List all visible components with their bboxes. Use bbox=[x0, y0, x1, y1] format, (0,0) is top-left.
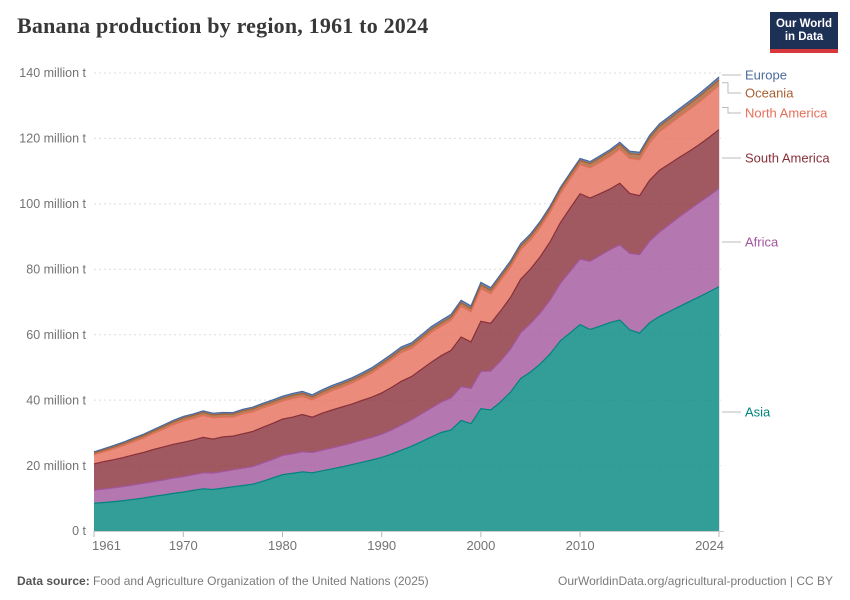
series-line-europe bbox=[93, 76, 720, 453]
footer-link[interactable]: OurWorldinData.org/agricultural-producti… bbox=[557, 574, 833, 588]
x-tick-label: 1980 bbox=[268, 538, 297, 553]
owid-logo[interactable]: Our World in Data bbox=[770, 12, 838, 53]
legend-label-europe[interactable]: Europe bbox=[745, 68, 787, 83]
x-tick-label: 2000 bbox=[466, 538, 495, 553]
logo-line-2: in Data bbox=[784, 30, 824, 43]
data-source: Data source: Food and Agriculture Organi… bbox=[17, 574, 429, 588]
legend-label-oceania[interactable]: Oceania bbox=[745, 86, 794, 101]
area-asia[interactable] bbox=[94, 286, 719, 531]
series-line-africa bbox=[93, 188, 720, 491]
x-tick-label: 2010 bbox=[566, 538, 595, 553]
legend-label-africa[interactable]: Africa bbox=[745, 235, 779, 250]
y-tick-label: 140 million t bbox=[19, 66, 86, 80]
x-tick-label: 1990 bbox=[367, 538, 396, 553]
y-tick-label: 40 million t bbox=[26, 393, 86, 407]
page-title: Banana production by region, 1961 to 202… bbox=[17, 13, 429, 38]
x-tick-label: 1970 bbox=[169, 538, 198, 553]
y-tick-label: 60 million t bbox=[26, 328, 86, 342]
series-line-north-america bbox=[93, 84, 720, 456]
logo-line-1: Our World bbox=[775, 17, 832, 30]
y-tick-label: 120 million t bbox=[19, 132, 86, 146]
series-line-oceania bbox=[93, 79, 720, 454]
data-source-label: Data source: bbox=[17, 574, 90, 588]
legend-connector-north-america bbox=[722, 107, 741, 114]
series-line-asia bbox=[93, 286, 720, 504]
footer: Data source: Food and Agriculture Organi… bbox=[17, 574, 833, 588]
data-source-text: Food and Agriculture Organization of the… bbox=[89, 574, 429, 588]
legend-label-south-america[interactable]: South America bbox=[745, 151, 830, 166]
legend-connector-oceania bbox=[722, 82, 741, 94]
legend-label-asia[interactable]: Asia bbox=[745, 405, 771, 420]
y-tick-label: 100 million t bbox=[19, 197, 86, 211]
series-line-south-america bbox=[93, 129, 720, 465]
area-africa[interactable] bbox=[94, 188, 719, 504]
y-tick-label: 80 million t bbox=[26, 263, 86, 277]
x-tick-label: 2024 bbox=[695, 538, 724, 553]
y-tick-label: 0 t bbox=[72, 524, 86, 538]
legend-label-north-america[interactable]: North America bbox=[745, 106, 828, 121]
x-tick-label: 1961 bbox=[92, 538, 121, 553]
y-tick-label: 20 million t bbox=[26, 459, 86, 473]
